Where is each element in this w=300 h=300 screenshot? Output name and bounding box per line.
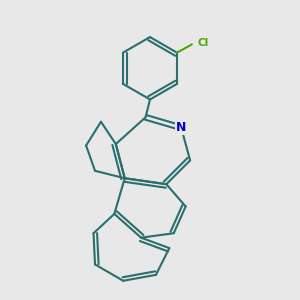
Text: N: N xyxy=(176,121,186,134)
Text: Cl: Cl xyxy=(197,38,208,48)
